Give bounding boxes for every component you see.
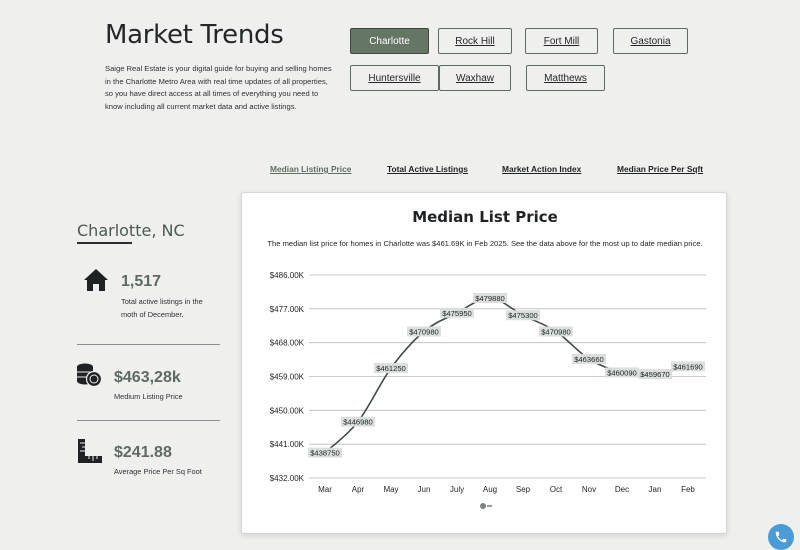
data-label: $438750 (310, 449, 340, 458)
chart-card: Median List Price The median list price … (241, 192, 727, 534)
page-description: Saige Real Estate is your digital guide … (105, 64, 332, 111)
data-label: $446980 (343, 418, 373, 427)
city-button-waxhaw[interactable]: Waxhaw (439, 65, 511, 91)
chart-title: Median List Price (412, 208, 558, 226)
y-tick-label: $486.00K (270, 271, 305, 280)
tab-market-action-index[interactable]: Market Action Index (502, 164, 582, 174)
x-tick-label: Mar (318, 485, 332, 494)
y-tick-label: $450.00K (270, 406, 305, 415)
city-button-rock-hill[interactable]: Rock Hill (438, 28, 512, 54)
stat-median-price-label: Medium Listing Price (114, 392, 183, 401)
data-label-bg (638, 368, 672, 379)
y-tick-label: $459.00K (270, 373, 305, 382)
data-label-bg (539, 326, 573, 337)
data-label: $461250 (376, 364, 406, 373)
data-label-bg (341, 416, 375, 427)
stat-active-listings-value: 1,517 (121, 273, 162, 290)
house-icon (84, 269, 108, 291)
carousel-indicator[interactable] (487, 505, 492, 507)
city-button-gastonia[interactable]: Gastonia (613, 28, 688, 54)
x-tick-label: Dec (615, 485, 629, 494)
data-label: $475300 (508, 311, 538, 320)
city-button-huntersville[interactable]: Huntersville (350, 65, 439, 91)
ruler-icon (78, 439, 102, 463)
x-tick-label: Oct (550, 485, 563, 494)
y-tick-label: $441.00K (270, 440, 305, 449)
x-tick-label: May (383, 485, 398, 494)
city-button-charlotte[interactable]: Charlotte (350, 28, 429, 54)
phone-call-button[interactable] (768, 524, 794, 550)
divider (77, 420, 220, 421)
data-label-bg (407, 326, 441, 337)
divider (77, 344, 220, 345)
data-label: $475950 (442, 309, 472, 318)
line-chart: $432.00K $441.00K $450.00K $459.00K $468.00K… (270, 271, 706, 494)
x-tick-label: Aug (483, 485, 497, 494)
carousel-dot[interactable] (480, 503, 486, 509)
data-label: $459670 (640, 370, 670, 379)
data-label: $470980 (541, 327, 571, 336)
stat-median-price-value: $463,28k (114, 369, 181, 386)
data-label-bg (374, 363, 408, 374)
x-tick-label: Feb (681, 485, 695, 494)
data-label: $479880 (475, 294, 505, 303)
city-name-underline (77, 242, 132, 244)
stat-price-sqft-label: Average Price Per Sq Foot (114, 467, 202, 476)
x-tick-label: July (450, 485, 464, 494)
sidebar-city-name: Charlotte, NC (77, 221, 185, 240)
data-label-bg (671, 361, 705, 372)
y-tick-label: $477.00K (270, 305, 305, 314)
tab-median-price-per-sqft[interactable]: Median Price Per Sqft (617, 164, 704, 174)
city-button-fort-mill[interactable]: Fort Mill (525, 28, 598, 54)
y-tick-label: $432.00K (270, 474, 305, 483)
data-label: $470980 (409, 327, 439, 336)
y-tick-label: $468.00K (270, 339, 305, 348)
chart-subtitle: The median list price for homes in Charl… (267, 239, 703, 248)
data-label-bg (308, 447, 342, 458)
tab-median-listing-price[interactable]: Median Listing Price (270, 164, 352, 174)
data-label: $461690 (673, 362, 703, 371)
tab-total-active-listings[interactable]: Total Active Listings (387, 164, 468, 174)
x-tick-label: Apr (352, 485, 365, 494)
x-tick-label: Jan (649, 485, 662, 494)
stat-active-listings-label: Total active listings in the moth of Dec… (121, 297, 203, 319)
data-label-bg (440, 307, 474, 318)
page-title: Market Trends (105, 20, 284, 50)
data-label-bg (506, 310, 540, 321)
data-label: $460090 (607, 368, 637, 377)
x-tick-label: Jun (418, 485, 431, 494)
city-button-matthews[interactable]: Matthews (526, 65, 605, 91)
data-label: $463660 (574, 355, 604, 364)
data-label-bg (473, 293, 507, 304)
coins-icon (77, 363, 102, 388)
x-tick-label: Sep (516, 485, 531, 494)
data-label-bg (605, 367, 639, 378)
x-tick-label: Nov (582, 485, 596, 494)
phone-icon (775, 531, 787, 543)
data-label-bg (572, 353, 606, 364)
stat-price-sqft-value: $241.88 (114, 444, 172, 461)
